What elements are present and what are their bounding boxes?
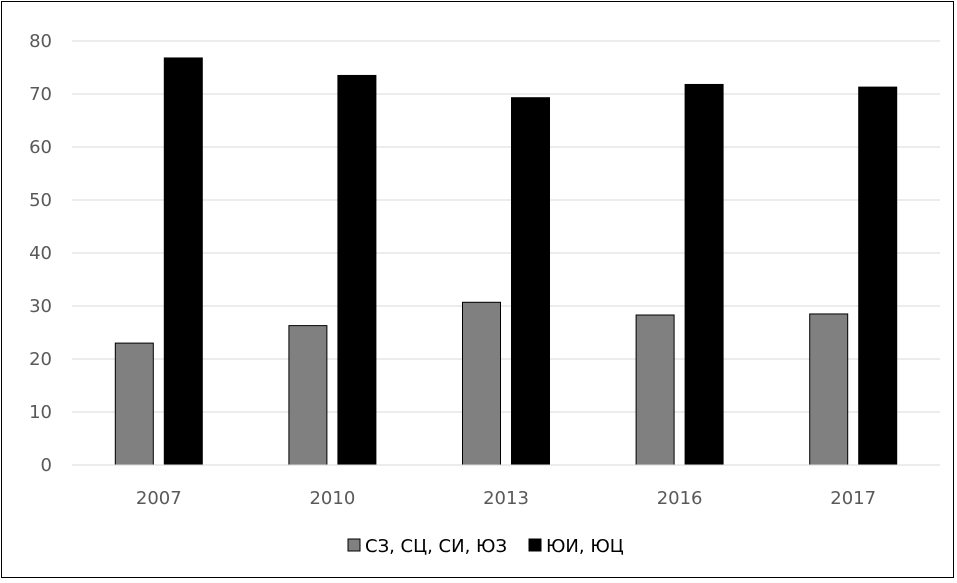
x-tick-label: 2016 — [657, 488, 703, 509]
bar — [511, 97, 550, 466]
bar — [635, 314, 675, 466]
bars — [114, 57, 898, 466]
y-tick-label: 30 — [29, 296, 52, 317]
bar — [163, 57, 203, 466]
y-axis: 0 10 20 30 40 50 60 70 80 — [29, 31, 52, 476]
y-tick-label: 10 — [29, 402, 52, 423]
bar — [114, 342, 154, 466]
legend-label: ЮИ, ЮЦ — [546, 536, 624, 557]
bar — [337, 74, 377, 466]
y-tick-label: 60 — [29, 137, 52, 158]
gridlines — [72, 40, 940, 413]
legend-swatch — [347, 538, 361, 552]
legend: СЗ, СЦ, СИ, ЮЗ ЮИ, ЮЦ — [347, 536, 624, 557]
bar — [288, 325, 328, 466]
x-axis: 2007 2010 2013 2016 2017 — [72, 464, 940, 509]
bar — [858, 86, 898, 466]
bar — [462, 301, 501, 466]
y-tick-label: 40 — [29, 243, 52, 264]
y-tick-label: 70 — [29, 84, 52, 105]
y-tick-label: 80 — [29, 31, 52, 52]
y-tick-label: 0 — [41, 455, 52, 476]
x-tick-label: 2013 — [483, 488, 529, 509]
x-tick-label: 2017 — [830, 488, 876, 509]
bar — [809, 313, 849, 466]
y-tick-label: 50 — [29, 190, 52, 211]
x-tick-label: 2007 — [136, 488, 182, 509]
legend-swatch — [528, 538, 542, 552]
y-tick-label: 20 — [29, 349, 52, 370]
bar — [684, 83, 724, 466]
legend-label: СЗ, СЦ, СИ, ЮЗ — [365, 536, 507, 557]
x-tick-label: 2010 — [309, 488, 355, 509]
